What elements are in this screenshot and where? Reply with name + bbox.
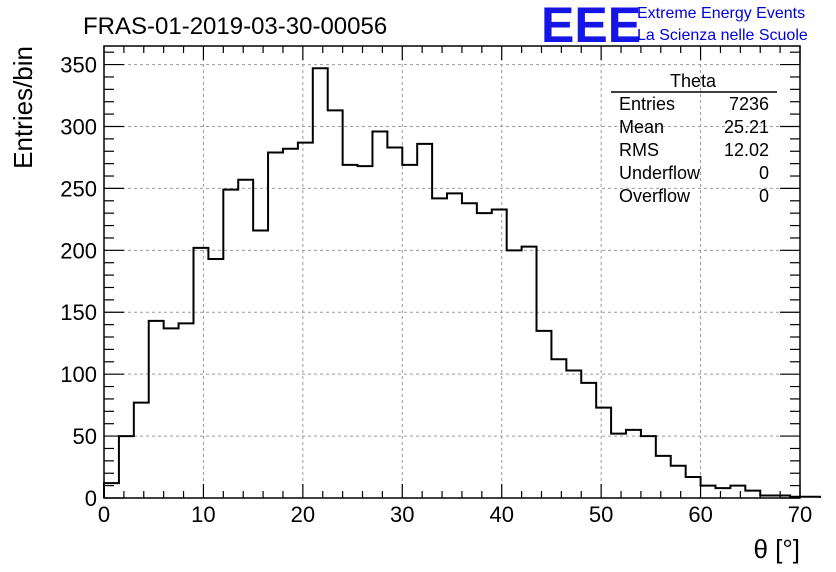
histogram-bin — [223, 190, 238, 498]
histogram-bin — [477, 213, 492, 498]
x-tick-label: 30 — [390, 502, 414, 527]
histogram-bin — [522, 247, 537, 498]
histogram-bin — [566, 370, 581, 498]
grid — [104, 46, 800, 498]
histogram-bin — [656, 456, 671, 498]
x-tick-label: 60 — [688, 502, 712, 527]
histogram-bin — [119, 436, 134, 498]
histogram-bin — [313, 68, 328, 498]
histogram-bin — [447, 193, 462, 498]
histogram-bin — [253, 231, 268, 498]
histogram-bin — [641, 436, 656, 498]
y-tick-label: 200 — [60, 238, 97, 263]
x-tick-label: 10 — [191, 502, 215, 527]
y-tick-label: 350 — [60, 53, 97, 78]
x-tick-label: 0 — [98, 502, 110, 527]
histogram-bin — [686, 477, 701, 498]
stats-box: Theta Entries 7236 Mean 25.21 RMS 12.02 Underf… — [611, 71, 777, 206]
histogram-bin — [537, 331, 552, 498]
stats-row-value: 0 — [759, 186, 769, 206]
stats-row-value: 7236 — [729, 94, 769, 114]
x-tick-label: 20 — [291, 502, 315, 527]
stats-row-value: 0 — [759, 163, 769, 183]
histogram-bin — [611, 434, 626, 498]
histogram-bin — [462, 203, 477, 498]
plot-frame — [103, 45, 801, 499]
y-tick-labels: 0 50 100 150 200 250 300 350 — [60, 53, 97, 511]
y-tick-label: 50 — [73, 424, 97, 449]
logo-line-1: Extreme Energy Events — [637, 5, 805, 22]
histogram-bin — [238, 180, 253, 498]
histogram-bin — [358, 166, 373, 498]
histogram-bin — [298, 143, 313, 498]
stats-row-label: Entries — [619, 94, 675, 114]
histogram-bin — [208, 259, 223, 498]
stats-row-value: 25.21 — [724, 117, 769, 137]
histogram-bin — [581, 383, 596, 498]
histogram-bin — [149, 321, 164, 498]
histogram-bin — [626, 430, 641, 498]
stats-title: Theta — [670, 71, 717, 91]
histogram-bin — [268, 152, 283, 498]
histogram-bin — [701, 486, 716, 498]
logo-line-2: La Scienza nelle Scuole — [637, 27, 808, 44]
stats-row-label: Mean — [619, 117, 664, 137]
x-tick-label: 40 — [489, 502, 513, 527]
histogram-bin — [343, 165, 358, 498]
histogram-bin — [596, 408, 611, 498]
x-tick-label: 70 — [788, 502, 812, 527]
y-tick-label: 150 — [60, 300, 97, 325]
histogram-bin — [715, 488, 730, 498]
histogram-bin — [402, 165, 417, 498]
y-tick-label: 250 — [60, 176, 97, 201]
eee-logo: EEE Extreme Energy Events La Scienza nel… — [541, 0, 808, 53]
stats-row-label: RMS — [619, 140, 659, 160]
logo-text: EEE — [541, 0, 641, 53]
histogram-bins — [103, 67, 821, 498]
x-tick-label: 50 — [589, 502, 613, 527]
histogram-bin — [432, 198, 447, 498]
histogram-outline — [103, 67, 821, 498]
chart-title: FRAS-01-2019-03-30-00056 — [83, 13, 387, 40]
histogram-bin — [283, 149, 298, 498]
histogram-bin — [164, 328, 179, 498]
x-tick-labels: 0 10 20 30 40 50 60 70 — [98, 502, 812, 527]
histogram-bin — [372, 131, 387, 498]
histogram-bin — [507, 250, 522, 498]
histogram-bin — [417, 144, 432, 498]
x-axis-label: θ [°] — [753, 534, 800, 564]
histogram-bin — [730, 486, 745, 498]
y-tick-label: 0 — [85, 486, 97, 511]
histogram-bin — [179, 323, 194, 498]
histogram-bin — [134, 403, 149, 498]
histogram-bin — [671, 466, 686, 498]
stats-row-label: Overflow — [619, 186, 691, 206]
histogram-bin — [492, 209, 507, 498]
histogram-bin — [551, 359, 566, 498]
y-axis-label: Entries/bin — [8, 46, 38, 169]
histogram-bin — [387, 148, 402, 498]
stats-row-value: 12.02 — [724, 140, 769, 160]
histogram-bin — [193, 248, 208, 498]
histogram-bin — [745, 491, 760, 498]
histogram-bin — [328, 110, 343, 498]
y-tick-label: 100 — [60, 362, 97, 387]
y-tick-label: 300 — [60, 114, 97, 139]
stats-row-label: Underflow — [619, 163, 701, 183]
axis-ticks — [103, 46, 801, 499]
